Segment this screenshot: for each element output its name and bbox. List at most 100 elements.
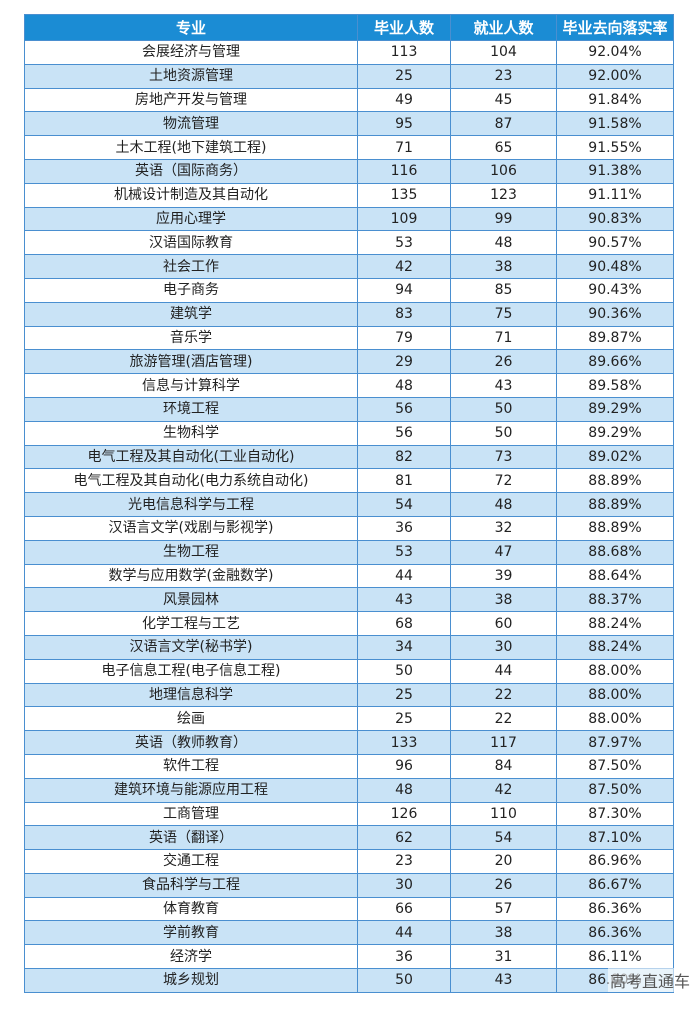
cell-graduates: 25: [357, 706, 451, 732]
cell-graduates: 56: [357, 420, 451, 446]
cell-graduates: 62: [357, 825, 451, 851]
cell-placement-rate: 86.96%: [556, 849, 674, 874]
table-row: 旅游管理(酒店管理) 29 26 89.66%: [24, 349, 674, 375]
cell-graduates: 82: [357, 444, 451, 470]
cell-placement-rate: 87.97%: [556, 730, 674, 755]
cell-major: 地理信息科学: [24, 682, 358, 708]
cell-major: 会展经济与管理: [24, 40, 358, 65]
cell-employed: 75: [450, 301, 557, 327]
table-row: 生物工程 53 47 88.68%: [24, 539, 674, 565]
cell-graduates: 43: [357, 587, 451, 613]
cell-major: 汉语言文学(秘书学): [24, 634, 358, 660]
cell-major: 电子商务: [24, 277, 358, 303]
cell-placement-rate: 91.84%: [556, 87, 674, 113]
cell-placement-rate: 88.37%: [556, 587, 674, 613]
cell-placement-rate: 87.50%: [556, 777, 674, 803]
cell-placement-rate: 90.57%: [556, 230, 674, 256]
cell-employed: 42: [450, 777, 557, 803]
header-employed: 就业人数: [450, 14, 557, 41]
cell-graduates: 29: [357, 349, 451, 375]
cell-graduates: 56: [357, 396, 451, 422]
cell-graduates: 25: [357, 682, 451, 708]
table-row: 化学工程与工艺 68 60 88.24%: [24, 611, 674, 636]
cell-employed: 84: [450, 753, 557, 779]
table-row: 数学与应用数学(金融数学) 44 39 88.64%: [24, 563, 674, 589]
cell-major: 土木工程(地下建筑工程): [24, 135, 358, 160]
cell-placement-rate: 88.89%: [556, 492, 674, 517]
cell-employed: 45: [450, 87, 557, 113]
cell-major: 电气工程及其自动化(工业自动化): [24, 444, 358, 470]
cell-major: 工商管理: [24, 801, 358, 827]
table-row: 环境工程 56 50 89.29%: [24, 396, 674, 422]
cell-placement-rate: 88.68%: [556, 539, 674, 565]
cell-graduates: 44: [357, 920, 451, 946]
cell-placement-rate: 91.38%: [556, 158, 674, 184]
cell-major: 英语（教师教育）: [24, 730, 358, 755]
cell-employed: 57: [450, 896, 557, 922]
table-row: 信息与计算科学 48 43 89.58%: [24, 373, 674, 398]
cell-placement-rate: 88.00%: [556, 658, 674, 684]
cell-graduates: 79: [357, 325, 451, 351]
header-major: 专业: [24, 14, 358, 41]
cell-placement-rate: 90.83%: [556, 206, 674, 232]
cell-employed: 22: [450, 706, 557, 732]
cell-placement-rate: 86.11%: [556, 944, 674, 970]
table-row: 会展经济与管理 113 104 92.04%: [24, 40, 674, 65]
cell-employed: 43: [450, 968, 557, 993]
table-row: 建筑学 83 75 90.36%: [24, 301, 674, 327]
table-row: 电气工程及其自动化(工业自动化) 82 73 89.02%: [24, 444, 674, 470]
watermark: 高考直通车: [607, 968, 692, 992]
table-row: 机械设计制造及其自动化 135 123 91.11%: [24, 182, 674, 208]
cell-major: 英语（翻译）: [24, 825, 358, 851]
cell-placement-rate: 92.04%: [556, 40, 674, 65]
cell-placement-rate: 86.36%: [556, 896, 674, 922]
table-row: 生物科学 56 50 89.29%: [24, 420, 674, 446]
cell-employed: 20: [450, 849, 557, 874]
cell-major: 绘画: [24, 706, 358, 732]
table-row: 食品科学与工程 30 26 86.67%: [24, 872, 674, 898]
cell-major: 光电信息科学与工程: [24, 492, 358, 517]
cell-employed: 87: [450, 111, 557, 137]
cell-major: 应用心理学: [24, 206, 358, 232]
cell-major: 英语（国际商务）: [24, 158, 358, 184]
cell-employed: 106: [450, 158, 557, 184]
cell-major: 音乐学: [24, 325, 358, 351]
table-row: 绘画 25 22 88.00%: [24, 706, 674, 732]
table-header: 专业 毕业人数 就业人数 毕业去向落实率: [24, 14, 674, 41]
table-row: 英语（翻译） 62 54 87.10%: [24, 825, 674, 851]
cell-graduates: 36: [357, 515, 451, 541]
cell-graduates: 53: [357, 230, 451, 256]
cell-major: 体育教育: [24, 896, 358, 922]
cell-graduates: 96: [357, 753, 451, 779]
cell-placement-rate: 88.00%: [556, 682, 674, 708]
cell-placement-rate: 89.87%: [556, 325, 674, 351]
cell-placement-rate: 90.43%: [556, 277, 674, 303]
header-row: 专业 毕业人数 就业人数 毕业去向落实率: [24, 14, 674, 41]
table-row: 社会工作 42 38 90.48%: [24, 254, 674, 279]
cell-employed: 50: [450, 420, 557, 446]
cell-major: 数学与应用数学(金融数学): [24, 563, 358, 589]
cell-major: 建筑学: [24, 301, 358, 327]
cell-placement-rate: 89.58%: [556, 373, 674, 398]
table-body: 会展经济与管理 113 104 92.04% 土地资源管理 25 23 92.00% 房地产开发…: [24, 40, 674, 993]
table-row: 物流管理 95 87 91.58%: [24, 111, 674, 137]
cell-major: 信息与计算科学: [24, 373, 358, 398]
cell-graduates: 83: [357, 301, 451, 327]
cell-graduates: 48: [357, 777, 451, 803]
cell-major: 机械设计制造及其自动化: [24, 182, 358, 208]
cell-employed: 48: [450, 230, 557, 256]
cell-major: 建筑环境与能源应用工程: [24, 777, 358, 803]
cell-placement-rate: 87.30%: [556, 801, 674, 827]
table-row: 软件工程 96 84 87.50%: [24, 753, 674, 779]
cell-placement-rate: 89.29%: [556, 420, 674, 446]
cell-graduates: 126: [357, 801, 451, 827]
cell-employed: 123: [450, 182, 557, 208]
table-row: 学前教育 44 38 86.36%: [24, 920, 674, 946]
cell-placement-rate: 89.66%: [556, 349, 674, 375]
cell-graduates: 44: [357, 563, 451, 589]
table-row: 汉语言文学(秘书学) 34 30 88.24%: [24, 634, 674, 660]
cell-placement-rate: 89.02%: [556, 444, 674, 470]
cell-employed: 104: [450, 40, 557, 65]
cell-graduates: 109: [357, 206, 451, 232]
table-row: 城乡规划504386.00%: [24, 968, 674, 993]
